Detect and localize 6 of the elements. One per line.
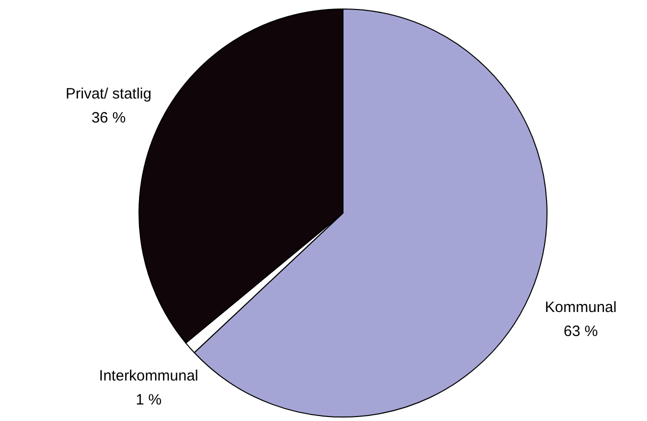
slice-label: Interkommunal — [99, 367, 198, 384]
data-label: 1 % — [136, 391, 162, 408]
data-label: 36 % — [91, 110, 126, 127]
slice-label: Privat/ statlig — [66, 86, 152, 103]
data-label: 63 % — [564, 322, 598, 340]
slice-label: Kommunal — [544, 298, 617, 316]
